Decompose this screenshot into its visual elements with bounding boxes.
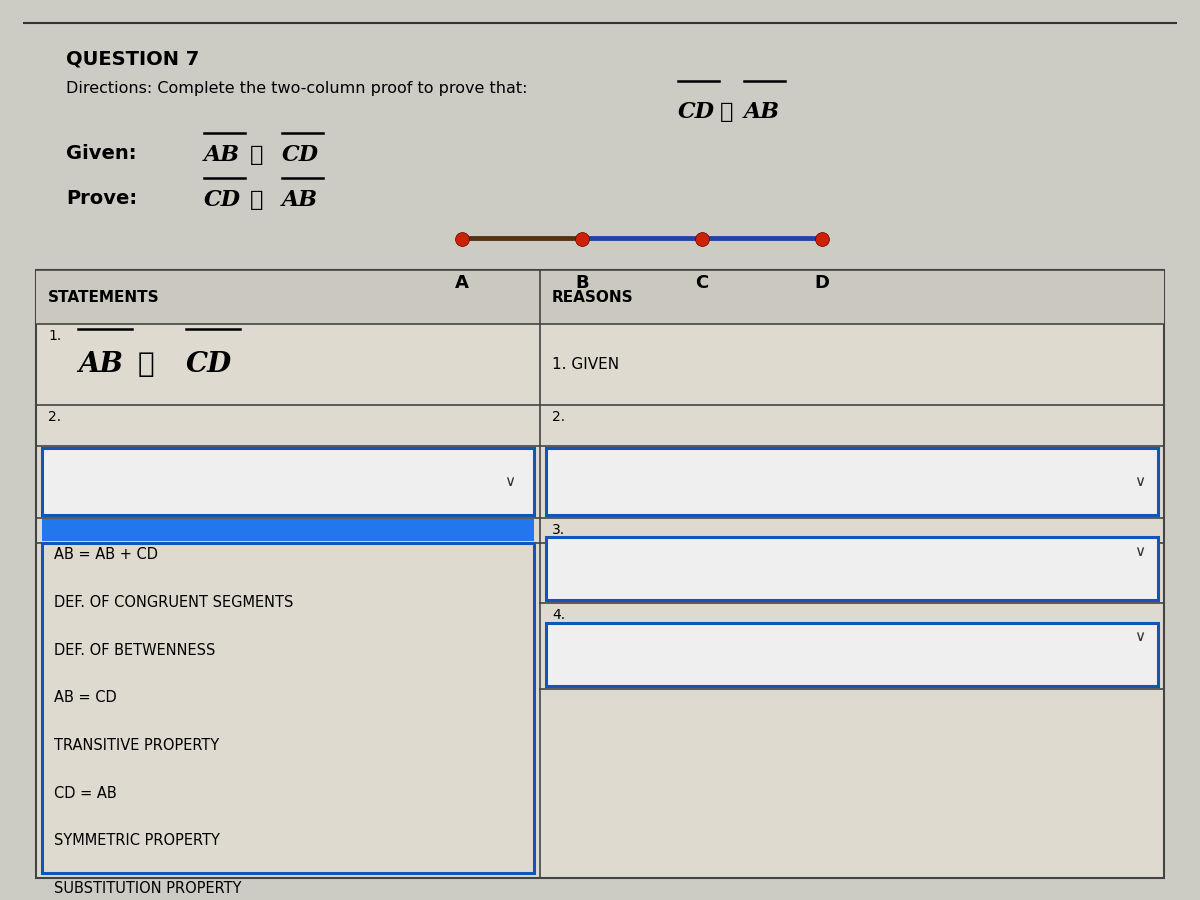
Text: CD: CD [186, 351, 233, 378]
Text: 2.: 2. [48, 410, 61, 425]
Text: DEF. OF BETWENNESS: DEF. OF BETWENNESS [54, 643, 215, 658]
Text: ∨: ∨ [504, 474, 516, 489]
Text: ∨: ∨ [1134, 474, 1146, 489]
Text: ∨: ∨ [1134, 629, 1146, 644]
Bar [546, 448, 1158, 515]
Bar [42, 448, 534, 515]
Text: 4.: 4. [552, 608, 565, 623]
Text: DEF. OF CONGRUENT SEGMENTS: DEF. OF CONGRUENT SEGMENTS [54, 595, 293, 610]
Text: 3.: 3. [552, 523, 565, 537]
Text: CD: CD [678, 101, 715, 122]
Text: SYMMETRIC PROPERTY: SYMMETRIC PROPERTY [54, 833, 220, 849]
Text: TRANSITIVE PROPERTY: TRANSITIVE PROPERTY [54, 738, 220, 753]
Text: 2.: 2. [552, 410, 565, 425]
Text: AB = AB + CD: AB = AB + CD [54, 547, 158, 562]
Text: ∨: ∨ [1134, 544, 1146, 559]
Text: QUESTION 7: QUESTION 7 [66, 50, 199, 68]
Text: REASONS: REASONS [552, 290, 634, 304]
Bar [36, 270, 1164, 878]
Text: AB: AB [78, 351, 124, 378]
Text: 1.: 1. [48, 329, 61, 344]
Text: ≅: ≅ [138, 351, 155, 378]
Text: C: C [695, 274, 709, 292]
Text: D: D [815, 274, 829, 292]
Text: AB: AB [282, 189, 318, 211]
Text: CD: CD [204, 189, 241, 211]
Text: Prove:: Prove: [66, 189, 137, 208]
Text: AB: AB [204, 144, 240, 166]
Text: CD: CD [282, 144, 319, 166]
Text: ≅: ≅ [250, 144, 263, 166]
Text: STATEMENTS: STATEMENTS [48, 290, 160, 304]
Text: AB = CD: AB = CD [54, 690, 116, 706]
Text: 1. GIVEN: 1. GIVEN [552, 357, 619, 372]
Text: ≅: ≅ [250, 189, 263, 211]
Text: A: A [455, 274, 469, 292]
Text: Given:: Given: [66, 144, 137, 163]
Bar [42, 519, 534, 541]
Text: SUBSTITUTION PROPERTY: SUBSTITUTION PROPERTY [54, 881, 241, 896]
Bar [42, 543, 534, 873]
Bar [36, 270, 1164, 324]
Text: B: B [575, 274, 589, 292]
Text: CD = AB: CD = AB [54, 786, 116, 801]
Bar [546, 537, 1158, 600]
Bar [546, 623, 1158, 686]
Text: ≅: ≅ [720, 101, 733, 122]
Text: Directions: Complete the two-column proof to prove that:: Directions: Complete the two-column proo… [66, 81, 528, 96]
Text: AB: AB [744, 101, 780, 122]
